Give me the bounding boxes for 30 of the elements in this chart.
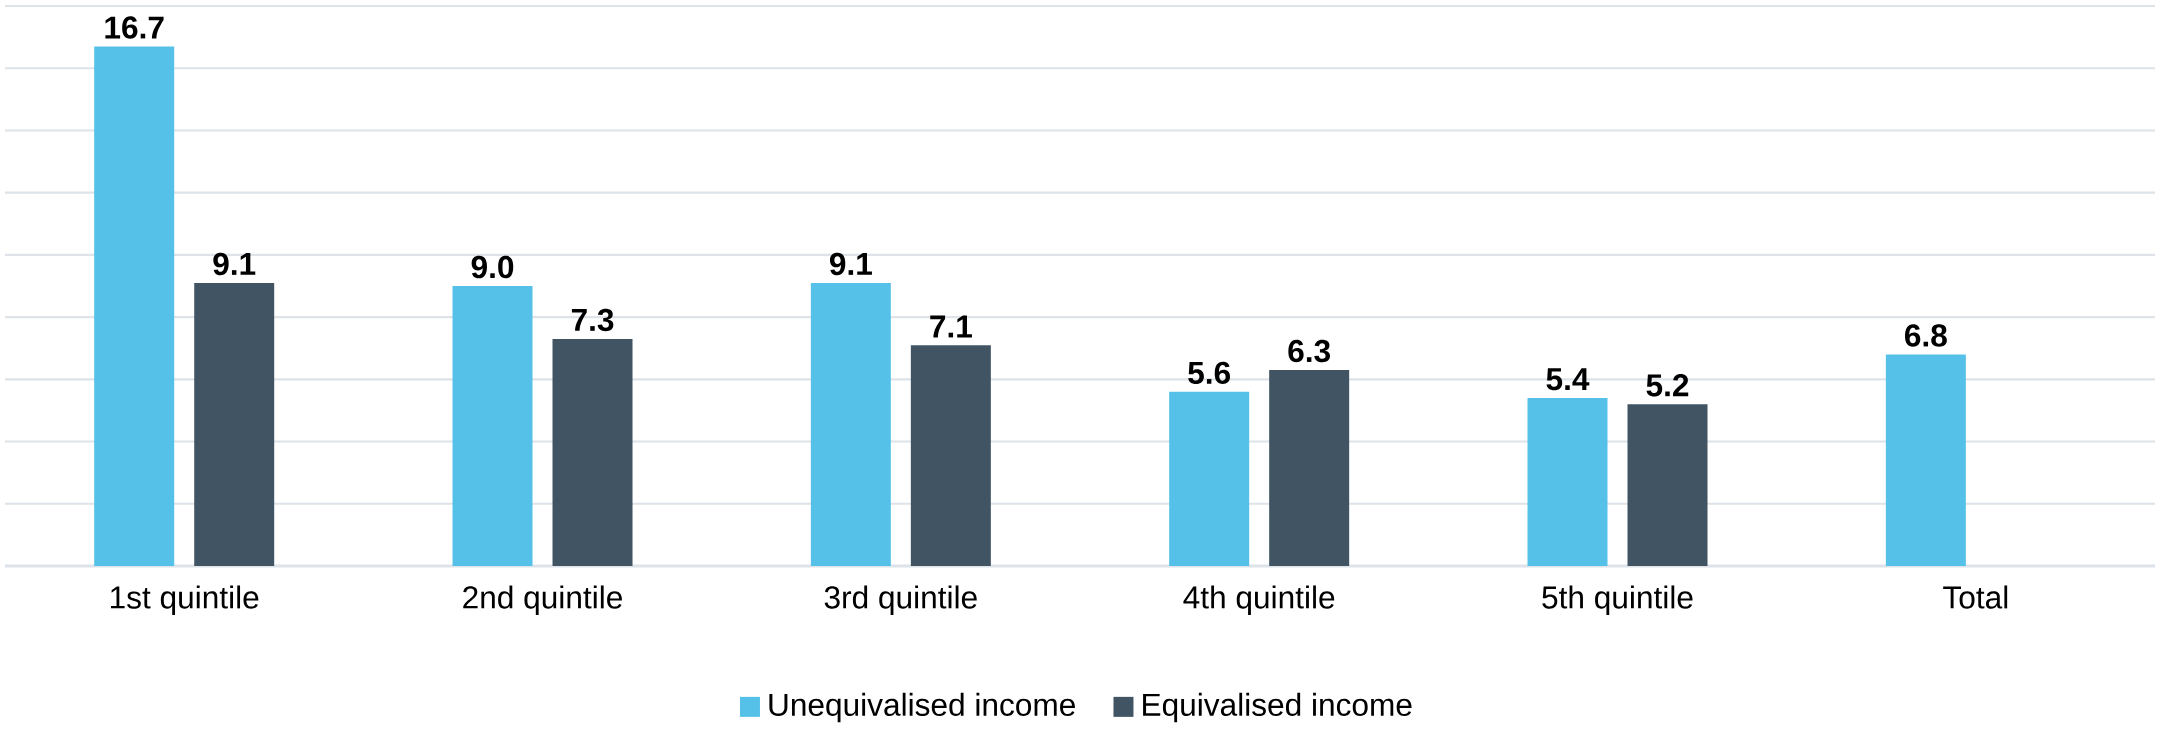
x-tick-label: 3rd quintile: [824, 585, 977, 615]
data-label: 6.8: [1905, 324, 1947, 347]
bar: [94, 46, 175, 567]
bar: [810, 282, 891, 567]
data-label: 16.7: [105, 16, 164, 39]
x-tick-label: 2nd quintile: [463, 585, 622, 615]
bar: [1527, 398, 1608, 567]
data-label: 9.1: [829, 252, 872, 276]
data-label: 6.3: [1288, 339, 1330, 363]
bar: [194, 282, 275, 567]
bar: [552, 338, 633, 567]
legend-label: Equivalised income: [1143, 692, 1412, 723]
x-tick-label: Total: [1943, 585, 2008, 609]
x-tick-label: 5th quintile: [1542, 585, 1693, 615]
bar: [1627, 404, 1708, 567]
bar: [452, 286, 533, 567]
data-label: 7.1: [930, 315, 972, 338]
data-label: 7.3: [571, 308, 614, 332]
data-label: 5.6: [1188, 361, 1230, 385]
bar: [1169, 391, 1250, 567]
x-tick-label: 1st quintile: [111, 585, 259, 615]
bar: [1885, 354, 1966, 567]
data-label: 5.4: [1546, 368, 1590, 391]
data-label: 5.2: [1646, 374, 1689, 397]
data-label: 9.1: [213, 252, 256, 276]
x-tick-label: 4th quintile: [1183, 585, 1335, 615]
bar: [1269, 370, 1350, 567]
legend-label: Unequivalised income: [769, 692, 1075, 723]
data-label: 9.0: [471, 255, 514, 279]
bar: [910, 345, 991, 567]
